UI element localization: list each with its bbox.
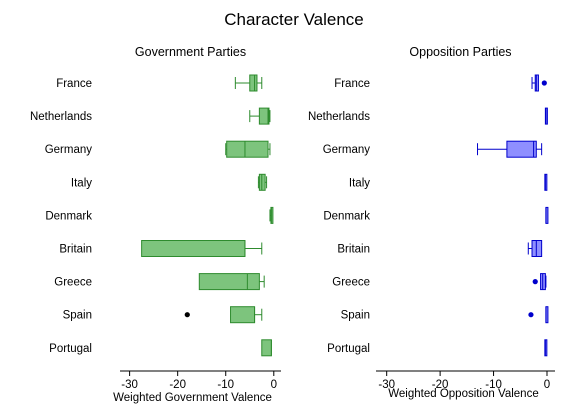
opp-category-label: Germany [323,144,371,156]
gov-category-label: Greece [54,277,92,289]
opp-category-label: Britain [337,244,370,256]
gov-category-label: Britain [59,244,92,256]
gov-category-label: Spain [63,310,92,322]
gov-x-tick-label: -30 [121,379,138,391]
gov-x-axis-label: Weighted Government Valence [113,392,272,404]
opp-x-tick-label: -30 [378,379,395,391]
gov-germany-box [226,140,269,158]
gov-netherlands-box [258,107,270,125]
opp-x-tick-label: -10 [485,379,502,391]
gov-x-tick-label: -20 [169,379,186,391]
opp-x-tick-label: 0 [544,379,550,391]
gov-category-label: France [56,78,92,90]
main-title: Character Valence [224,10,364,29]
opp-x-tick-label: -20 [432,379,449,391]
opp-category-label: Portugal [327,343,370,355]
gov-france-box [249,74,258,92]
opp-category-label: Netherlands [308,111,370,123]
gov-britain-box [141,240,246,257]
opp-category-label: Spain [341,310,370,322]
opp-britain-box [531,240,543,257]
gov-category-label: Netherlands [30,111,92,123]
opp-category-label: France [334,78,370,90]
gov-category-label: Germany [45,144,93,156]
opp-france-box [534,74,539,92]
gov-greece-box [198,273,260,291]
opp-category-label: Greece [332,277,370,289]
gov-portugal-box [261,339,272,357]
gov-spain-outlier [184,312,190,318]
gov-category-label: Italy [71,177,92,189]
opp-germany-box [506,140,537,158]
gov-spain-box [230,306,256,324]
opp-category-label: Denmark [323,210,370,222]
gov-x-tick-label: 0 [271,379,277,391]
gov-panel-title: Government Parties [135,45,246,59]
gov-category-label: Denmark [45,210,92,222]
gov-category-label: Portugal [49,343,92,355]
opp-category-label: Italy [349,177,370,189]
gov-x-tick-label: -10 [217,379,234,391]
opp-spain-outlier [528,312,534,318]
opp-greece-outlier [532,279,538,285]
opp-panel-title: Opposition Parties [409,45,511,59]
opp-france-outlier [541,80,547,86]
opp-x-axis-label: Weighted Opposition Valence [388,388,538,400]
